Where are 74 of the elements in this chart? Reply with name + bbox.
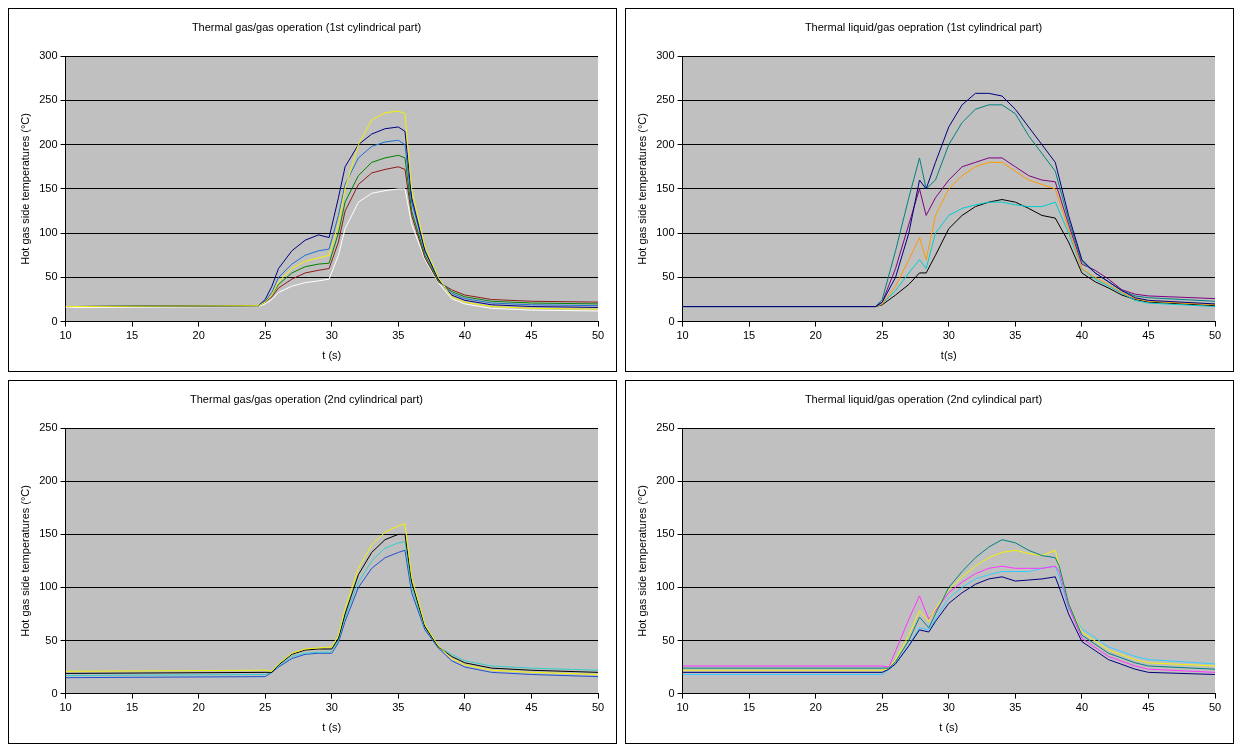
y-tick-label: 100	[39, 226, 58, 239]
x-tick-label: 25	[876, 329, 889, 342]
y-tick-label: 100	[39, 580, 58, 593]
y-tick-label: 0	[668, 314, 675, 327]
y-tick-label: 50	[45, 633, 58, 646]
x-tick-label: 15	[125, 701, 139, 714]
y-tick-label: 150	[656, 181, 675, 194]
y-tick-label: 200	[656, 137, 675, 150]
x-tick-label: 10	[676, 701, 689, 714]
x-tick-label: 30	[942, 329, 955, 342]
x-tick-label: 45	[525, 329, 538, 342]
x-tick-label: 20	[192, 329, 205, 342]
y-tick-label: 50	[662, 633, 675, 646]
x-tick-label: 10	[59, 329, 72, 342]
x-axis-title: t (s)	[322, 349, 342, 362]
y-tick-label: 200	[39, 137, 58, 150]
x-tick-label: 20	[809, 701, 822, 714]
y-tick-label: 200	[39, 474, 58, 487]
x-tick-label: 15	[742, 701, 756, 714]
y-axis-title: Hot gas side temperatures (°C)	[635, 485, 648, 637]
x-axis-title: t (s)	[322, 721, 342, 734]
x-tick-label: 35	[392, 329, 405, 342]
y-tick-label: 100	[656, 580, 675, 593]
x-tick-label: 35	[1009, 701, 1022, 714]
x-tick-label: 25	[259, 701, 272, 714]
x-tick-label: 25	[876, 701, 889, 714]
x-tick-label: 45	[1142, 701, 1155, 714]
chart-title: Thermal gas/gas operation (2nd cylindrical part)	[190, 392, 423, 405]
x-tick-label: 20	[809, 329, 822, 342]
y-tick-label: 0	[668, 686, 675, 699]
y-tick-label: 150	[39, 527, 58, 540]
y-tick-label: 50	[45, 270, 58, 283]
y-tick-label: 300	[39, 49, 58, 62]
y-tick-label: 250	[656, 93, 675, 106]
x-tick-label: 20	[192, 701, 205, 714]
x-tick-label: 30	[942, 701, 955, 714]
x-tick-label: 15	[742, 329, 756, 342]
x-tick-label: 30	[325, 701, 338, 714]
x-tick-label: 50	[1208, 701, 1222, 714]
chart-title: Thermal gas/gas operation (1st cylindrical part)	[191, 20, 422, 33]
x-tick-label: 35	[1009, 329, 1022, 342]
x-tick-label: 40	[458, 329, 472, 342]
y-tick-label: 150	[656, 527, 675, 540]
y-axis-title: Hot gas side temperatures (°C)	[635, 113, 648, 265]
x-axis-title: t (s)	[939, 721, 959, 734]
x-tick-label: 45	[525, 701, 538, 714]
y-tick-label: 250	[656, 421, 675, 434]
y-tick-label: 50	[662, 270, 675, 283]
x-tick-label: 50	[591, 701, 605, 714]
y-tick-label: 200	[656, 474, 675, 487]
x-tick-label: 50	[1208, 329, 1222, 342]
y-tick-label: 300	[656, 49, 675, 62]
x-tick-label: 25	[259, 329, 272, 342]
y-tick-label: 250	[39, 93, 58, 106]
y-axis-title: Hot gas side temperatures (°C)	[18, 113, 31, 265]
x-tick-label: 10	[59, 701, 72, 714]
x-tick-label: 10	[676, 329, 689, 342]
x-axis-title: t(s)	[940, 349, 957, 362]
x-tick-label: 35	[392, 701, 405, 714]
y-tick-label: 0	[51, 686, 58, 699]
x-tick-label: 40	[1075, 701, 1089, 714]
x-tick-label: 45	[1142, 329, 1155, 342]
x-tick-label: 50	[591, 329, 605, 342]
y-tick-label: 0	[51, 314, 58, 327]
y-tick-label: 100	[656, 226, 675, 239]
chart-title: Thermal liquid/gas oepration (1st cylindrical part)	[804, 20, 1043, 33]
chart-title: Thermal liquid/gas operation (2nd cylindical part)	[804, 392, 1043, 405]
x-tick-label: 40	[458, 701, 472, 714]
y-tick-label: 150	[39, 181, 58, 194]
y-axis-title: Hot gas side temperatures (°C)	[18, 485, 31, 637]
x-tick-label: 40	[1075, 329, 1089, 342]
x-tick-label: 30	[325, 329, 338, 342]
x-tick-label: 15	[125, 329, 139, 342]
y-tick-label: 250	[39, 421, 58, 434]
